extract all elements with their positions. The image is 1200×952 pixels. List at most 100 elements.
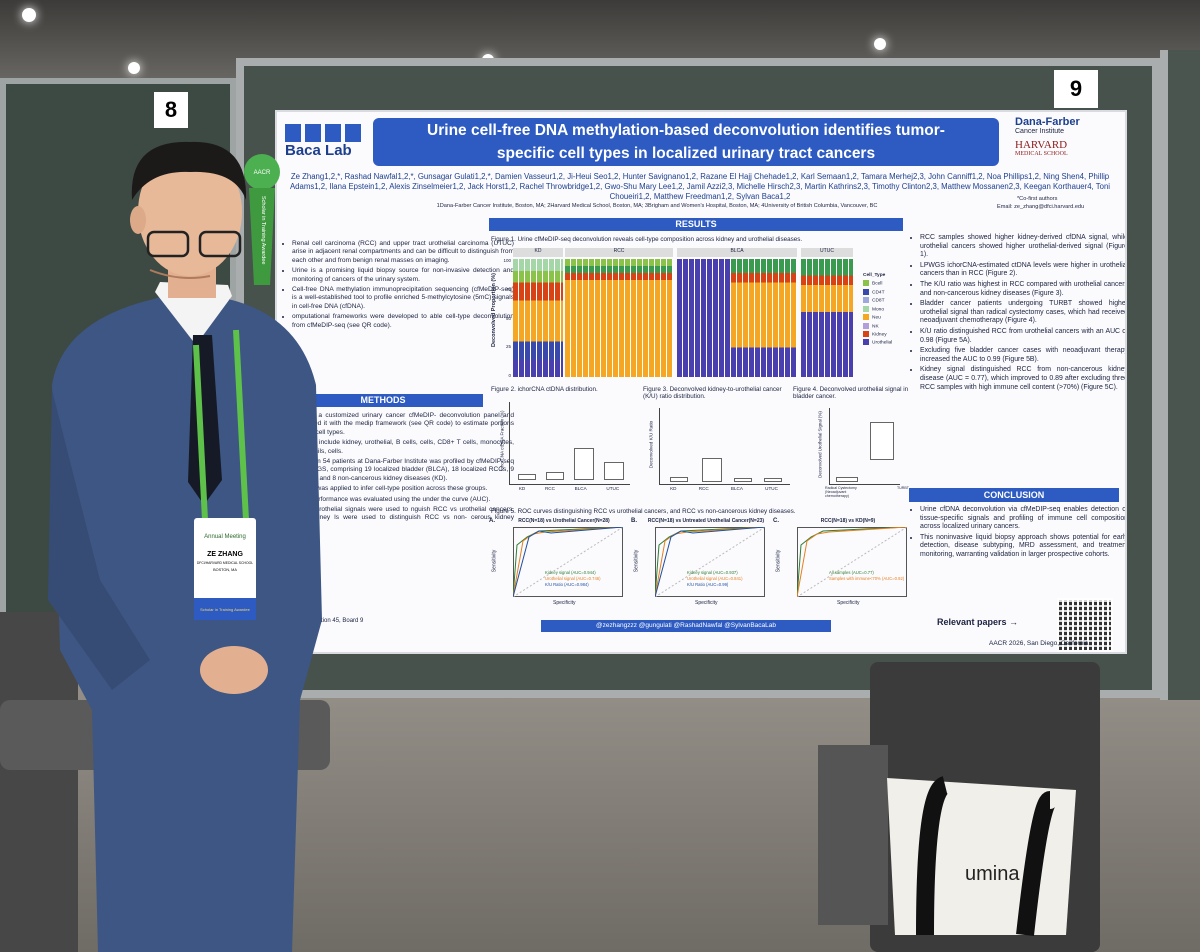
box <box>546 472 564 480</box>
bag-text: umina <box>965 863 1020 885</box>
relevant-papers: Relevant papers → <box>937 617 1019 627</box>
fig1-yticks: 100 75 50 25 0 <box>499 258 511 378</box>
poster-footer: AACR 2026, San Diego, California <box>989 640 1089 647</box>
finding-bullet: The K/U ratio was highest in RCC compare… <box>920 281 1125 298</box>
arm <box>48 390 150 690</box>
box <box>764 478 782 482</box>
fig1-bars <box>677 259 797 377</box>
conclusion-header: CONCLUSION <box>909 488 1119 502</box>
panel-letter: B. <box>631 518 637 524</box>
badge-event: Annual Meeting <box>204 534 246 540</box>
left-chair <box>0 612 330 952</box>
authors: Ze Zhang1,2,*, Rashad Nawfal1,2,*, Gunsa… <box>289 172 1111 201</box>
roc-title: RCC(N=18) vs Untreated Urothelial Cancer… <box>647 518 765 524</box>
legend-label: Urothelial <box>872 340 893 346</box>
findings-list: RCC samples showed higher kidney-derived… <box>911 234 1125 394</box>
methods-bullet: volution was applied to infer cell-type … <box>292 485 514 493</box>
legend-title: Cell_Type <box>863 273 886 278</box>
x-tick-label: UTUC <box>606 486 620 491</box>
legend-swatch <box>863 297 869 304</box>
roc-title: RCC(N=18) vs Urothelial Cancer(N=28) <box>518 518 610 524</box>
box <box>870 422 894 460</box>
face <box>138 148 242 276</box>
ribbon-label: Scholar in Training Awardee <box>260 196 266 264</box>
y-tick-label: 0 <box>508 373 511 378</box>
logo-icons <box>285 124 365 142</box>
box <box>836 477 858 482</box>
legend-label: Mono <box>872 306 884 312</box>
legend-item: NK <box>863 322 907 331</box>
legend-item: Neu <box>863 314 907 322</box>
legend-label: Bcell <box>872 281 883 287</box>
tote-bag: umina <box>887 776 1076 936</box>
badge-city: BOSTON, MA <box>213 568 237 572</box>
legend-swatch <box>863 322 869 329</box>
badge-band <box>194 598 256 620</box>
legend-label: Neu <box>872 315 881 321</box>
institute-sub: Cancer Institute <box>1015 128 1065 135</box>
fig2-xticks: KD RCC BLCA UTUC <box>509 486 629 491</box>
intro-bullet: Cell-free DNA methylation immunoprecipit… <box>292 286 514 311</box>
roc-xlabel: Specificity <box>837 600 860 606</box>
finding-bullet: LPWGS ichorCNA-estimated ctDNA levels we… <box>920 262 1125 279</box>
y-tick-label: 100 <box>503 258 511 263</box>
legend-label: CD8T <box>872 298 885 304</box>
roc-curve <box>513 527 623 597</box>
legend-label: Kidney <box>872 332 887 338</box>
panel-letter: A. <box>489 518 495 524</box>
hair <box>131 141 247 200</box>
person: AACR Scholar in Training Awardee Annual … <box>48 141 322 952</box>
finding-bullet: Bladder cancer patients undergoing TURBT… <box>920 300 1125 326</box>
roc-curve <box>797 527 907 597</box>
methods-header: METHODS <box>283 394 483 407</box>
legend-swatch <box>863 305 869 312</box>
school-name: HARVARD <box>1015 139 1068 151</box>
x-tick-label: RCC <box>544 486 555 491</box>
legend-swatch <box>863 288 869 295</box>
x-tick-label: KD <box>518 486 526 491</box>
legend-item: CD4T <box>863 288 907 297</box>
roc-curve <box>655 527 765 597</box>
badge-name: ZE ZHANG <box>207 551 243 558</box>
fig5-caption: Figure 5. ROC curves distinguishing RCC … <box>491 508 796 515</box>
roc-frame <box>655 527 765 597</box>
intro-bullet: Urine is a promising liquid biopsy sourc… <box>292 267 514 284</box>
glasses-right <box>198 230 242 258</box>
fig3-caption: Figure 3. Deconvolved kidney-to-urotheli… <box>643 386 782 400</box>
roc-legend: Samples with immune<70% (AUC=0.92) <box>829 576 905 581</box>
x-tick-label: TURBT <box>897 486 909 490</box>
fig1-bars <box>565 259 673 377</box>
roc-title: RCC(N=18) vs KD(N=9) <box>820 518 876 524</box>
board-info: er 3848, Section 45, Board 9 <box>287 618 364 624</box>
roc-legend: Urothelial signal (AUC=0.841) <box>687 576 743 581</box>
fig1-legend: Cell_Type Bcell CD4T CD8T Mono Neu NK Kidney Ur… <box>863 272 907 348</box>
fig3-xticks: KD RCC BLCA UTUC <box>659 486 789 491</box>
hands <box>200 646 268 694</box>
fig1-panel-label: UTUC <box>801 248 853 257</box>
roc-xlabel: Specificity <box>553 600 576 606</box>
institute-logo: Dana-Farber Cancer Institute HARVARD MED… <box>1015 116 1123 157</box>
fig4-plot <box>829 408 900 485</box>
methods-bullet: DNA from 54 patients at Dana-Farber Inst… <box>292 458 514 483</box>
finding-bullet: K/U ratio distinguished RCC from urothel… <box>920 328 1125 345</box>
qr-code-overlay <box>1059 600 1111 650</box>
fig1-bars <box>513 259 563 377</box>
roc-panels: A. RCC(N=18) vs Urothelial Cancer(N=28) Ki… <box>489 518 909 614</box>
right-board <box>1160 50 1200 700</box>
roc-xlabel: Specificity <box>695 600 718 606</box>
legend-label: CD4T <box>872 289 885 295</box>
affiliations: 1Dana-Farber Cancer Institute, Boston, M… <box>436 203 878 209</box>
roc-curve <box>797 527 907 597</box>
box <box>604 462 624 480</box>
legend-item: CD8T <box>863 297 907 305</box>
ceiling-light <box>874 38 886 50</box>
ceiling-light <box>22 8 36 22</box>
poster-title: Urine cell-free DNA methylation-based de… <box>373 118 999 166</box>
intro-bullet: omputational frameworks were developed t… <box>292 313 514 330</box>
fig2-plot <box>509 402 630 485</box>
box <box>670 477 688 482</box>
roc-plot <box>655 527 765 597</box>
